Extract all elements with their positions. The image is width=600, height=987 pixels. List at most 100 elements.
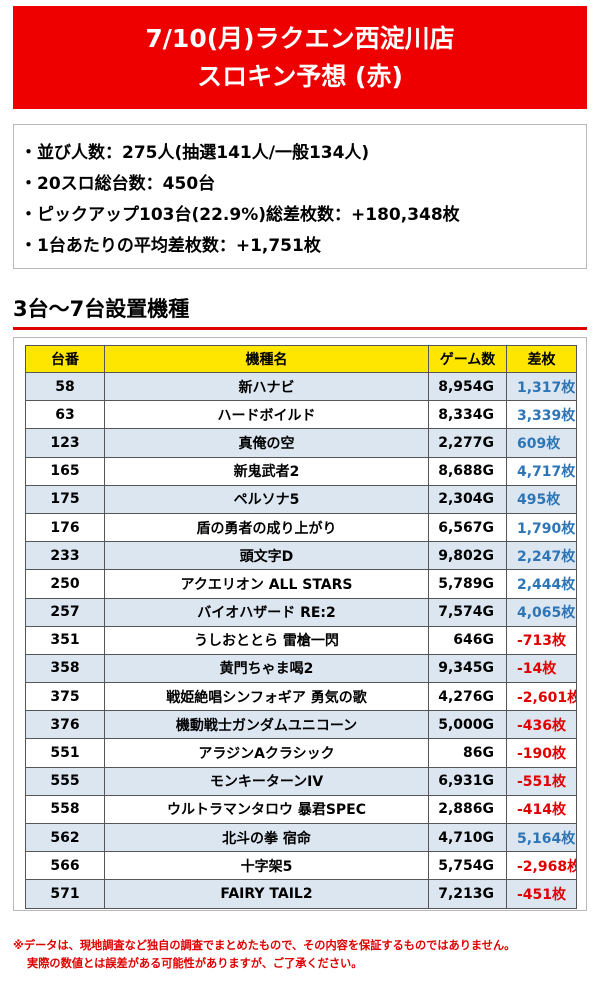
games-cell: 6,931G (428, 766, 507, 796)
diff-cell: 4,065枚 (506, 597, 577, 627)
header-games: ゲーム数 (428, 345, 507, 373)
table-row: 351 うしおととら 雷槍一閃 646G -713枚 (25, 625, 577, 655)
games-cell: 6,567G (428, 512, 507, 543)
table-container: 台番 機種名 ゲーム数 差枚 58 新ハナビ 8,954G 1,317枚 63 ハードボイ… (13, 337, 587, 911)
header-subtitle: スロキン予想 (赤) (197, 61, 403, 91)
machine-name-cell: 盾の勇者の成り上がり (104, 512, 429, 543)
diff-cell: 1,790枚 (506, 512, 577, 543)
header-machine-name: 機種名 (104, 345, 429, 373)
diff-cell: 1,317枚 (506, 371, 577, 402)
table-row: 375 戦姫絶唱シンフォギア 勇気の歌 4,276G -2,601枚 (25, 682, 577, 712)
machine-name-cell: 戦姫絶唱シンフォギア 勇気の歌 (104, 682, 429, 712)
diff-cell: 4,717枚 (506, 456, 577, 486)
machine-number-cell: 123 (25, 428, 105, 458)
disclaimer-line-1: ※データは、現地調査など独自の調査でまとめたもので、その内容を保証するものではあ… (13, 939, 516, 952)
machine-name-cell: アラジンAクラシック (104, 738, 429, 768)
machine-number-cell: 63 (25, 400, 105, 430)
machine-number-cell: 58 (25, 371, 105, 402)
summary-average-diff: ・1台あたりの平均差枚数：+1,751枚 (20, 236, 321, 256)
machine-number-cell: 375 (25, 682, 105, 712)
games-cell: 4,710G (428, 822, 507, 853)
table-row: 176 盾の勇者の成り上がり 6,567G 1,790枚 (25, 512, 577, 543)
machine-name-cell: ペルソナ5 (104, 484, 429, 514)
machine-name-cell: 十字架5 (104, 851, 429, 881)
machine-number-cell: 555 (25, 766, 105, 796)
machine-name-cell: 機動戦士ガンダムユニコーン (104, 710, 429, 740)
machine-name-cell: アクエリオン ALL STARS (104, 569, 429, 599)
machine-name-cell: 黄門ちゃま喝2 (104, 653, 429, 684)
summary-pickup-diff: ・ピックアップ103台(22.9%)総差枚数：+180,348枚 (20, 205, 460, 225)
table-body: 58 新ハナビ 8,954G 1,317枚 63 ハードボイルド 8,334G 3,339枚 1… (25, 371, 577, 909)
table-row: 175 ペルソナ5 2,304G 495枚 (25, 484, 577, 514)
machine-number-cell: 175 (25, 484, 105, 514)
games-cell: 9,345G (428, 653, 507, 684)
games-cell: 2,277G (428, 428, 507, 458)
page-header: 7/10(月)ラクエン西淀川店 スロキン予想 (赤) (13, 6, 587, 109)
table-row: 123 真俺の空 2,277G 609枚 (25, 428, 577, 458)
diff-cell: -414枚 (506, 794, 577, 825)
header-machine-number: 台番 (25, 345, 105, 373)
machine-name-cell: FAIRY TAIL2 (104, 879, 429, 909)
machine-name-cell: うしおととら 雷槍一閃 (104, 625, 429, 655)
header-diff: 差枚 (506, 345, 577, 373)
games-cell: 5,000G (428, 710, 507, 740)
games-cell: 5,754G (428, 851, 507, 881)
disclaimer-line-2: 実際の数値とは誤差がある可能性がありますが、ご了承ください。 (27, 957, 363, 970)
machine-name-cell: 新ハナビ (104, 371, 429, 402)
machine-number-cell: 376 (25, 710, 105, 740)
games-cell: 8,954G (428, 371, 507, 402)
diff-cell: 3,339枚 (506, 400, 577, 430)
machine-name-cell: 北斗の拳 宿命 (104, 822, 429, 853)
summary-queue: ・並び人数：275人(抽選141人/一般134人) (20, 143, 370, 163)
games-cell: 7,213G (428, 879, 507, 909)
table-row: 555 モンキーターンIV 6,931G -551枚 (25, 766, 577, 796)
machine-number-cell: 571 (25, 879, 105, 909)
machine-number-cell: 176 (25, 512, 105, 543)
machine-name-cell: モンキーターンIV (104, 766, 429, 796)
machine-table: 台番 機種名 ゲーム数 差枚 58 新ハナビ 8,954G 1,317枚 63 ハードボイ… (25, 345, 577, 909)
header-title: 7/10(月)ラクエン西淀川店 (145, 23, 455, 53)
table-row: 233 頭文字D 9,802G 2,247枚 (25, 541, 577, 571)
summary-total-machines: ・20スロ総台数：450台 (20, 174, 216, 194)
games-cell: 646G (428, 625, 507, 655)
table-row: 551 アラジンAクラシック 86G -190枚 (25, 738, 577, 768)
machine-number-cell: 257 (25, 597, 105, 627)
machine-name-cell: 頭文字D (104, 541, 429, 571)
games-cell: 9,802G (428, 541, 507, 571)
diff-cell: -2,601枚 (506, 682, 577, 712)
games-cell: 7,574G (428, 597, 507, 627)
table-row: 571 FAIRY TAIL2 7,213G -451枚 (25, 879, 577, 909)
diff-cell: -551枚 (506, 766, 577, 796)
machine-number-cell: 351 (25, 625, 105, 655)
diff-cell: 2,247枚 (506, 541, 577, 571)
games-cell: 8,334G (428, 400, 507, 430)
games-cell: 5,789G (428, 569, 507, 599)
machine-name-cell: ウルトラマンタロウ 暴君SPEC (104, 794, 429, 825)
table-row: 165 新鬼武者2 8,688G 4,717枚 (25, 456, 577, 486)
machine-number-cell: 562 (25, 822, 105, 853)
table-row: 358 黄門ちゃま喝2 9,345G -14枚 (25, 653, 577, 684)
diff-cell: 2,444枚 (506, 569, 577, 599)
diff-cell: -436枚 (506, 710, 577, 740)
diff-cell: -190枚 (506, 738, 577, 768)
table-row: 58 新ハナビ 8,954G 1,317枚 (25, 371, 577, 402)
summary-box: ・並び人数：275人(抽選141人/一般134人) ・20スロ総台数：450台 … (13, 124, 587, 269)
games-cell: 2,886G (428, 794, 507, 825)
games-cell: 86G (428, 738, 507, 768)
table-header-row: 台番 機種名 ゲーム数 差枚 (25, 345, 577, 373)
table-row: 376 機動戦士ガンダムユニコーン 5,000G -436枚 (25, 710, 577, 740)
section-title: 3台～7台設置機種 (13, 294, 587, 330)
games-cell: 2,304G (428, 484, 507, 514)
games-cell: 4,276G (428, 682, 507, 712)
diff-cell: -2,968枚 (506, 851, 577, 881)
games-cell: 8,688G (428, 456, 507, 486)
table-row: 257 バイオハザード RE:2 7,574G 4,065枚 (25, 597, 577, 627)
diff-cell: 495枚 (506, 484, 577, 514)
table-row: 250 アクエリオン ALL STARS 5,789G 2,444枚 (25, 569, 577, 599)
machine-number-cell: 566 (25, 851, 105, 881)
table-row: 63 ハードボイルド 8,334G 3,339枚 (25, 400, 577, 430)
diff-cell: 5,164枚 (506, 822, 577, 853)
machine-number-cell: 233 (25, 541, 105, 571)
machine-name-cell: バイオハザード RE:2 (104, 597, 429, 627)
table-row: 562 北斗の拳 宿命 4,710G 5,164枚 (25, 822, 577, 853)
